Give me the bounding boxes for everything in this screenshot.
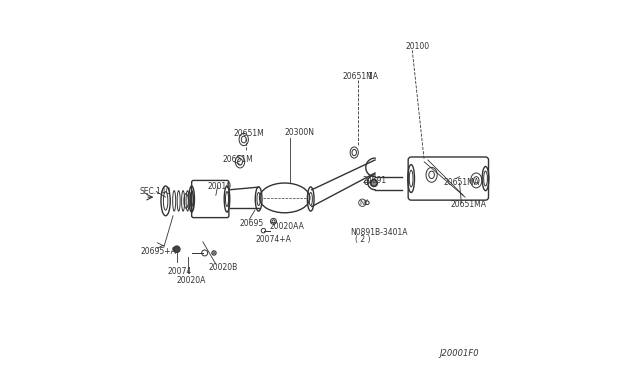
Text: SEC.140: SEC.140 [140,187,172,196]
Text: 20300N: 20300N [285,128,315,137]
Ellipse shape [173,246,180,253]
Text: 20651M: 20651M [234,129,264,138]
Text: ( 2 ): ( 2 ) [355,235,370,244]
Text: 20651MA: 20651MA [444,178,479,187]
Text: N: N [360,200,365,206]
Text: 20100: 20100 [406,42,429,51]
Text: 20695: 20695 [239,219,264,228]
Text: 20691: 20691 [362,176,387,185]
Text: 20651MA: 20651MA [450,200,486,209]
Ellipse shape [371,180,378,186]
Text: J20001F0: J20001F0 [439,349,479,358]
Text: N0891B-3401A: N0891B-3401A [351,228,408,237]
Text: 20010: 20010 [207,182,232,190]
Text: 20695+A: 20695+A [141,247,177,256]
Text: 20020B: 20020B [209,263,237,272]
Text: 20651M: 20651M [223,155,253,164]
Text: 20074+A: 20074+A [255,235,291,244]
Text: 20651MA: 20651MA [342,72,378,81]
Text: 1: 1 [367,72,372,81]
Text: 20020AA: 20020AA [270,222,305,231]
Text: 20074: 20074 [168,267,192,276]
Text: 20020A: 20020A [177,276,206,285]
